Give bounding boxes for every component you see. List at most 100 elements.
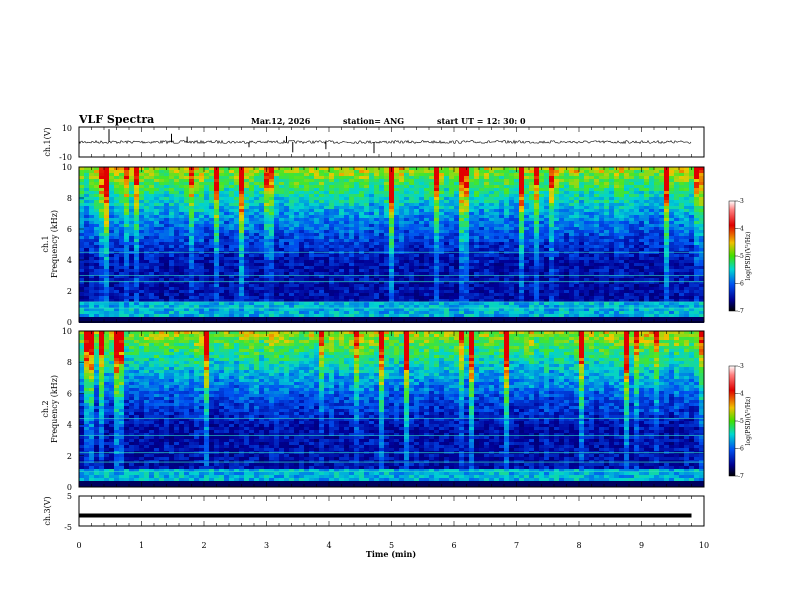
spectrogram-cell [449,203,454,206]
spectrogram-cell [344,218,349,221]
spectrogram-cell [679,257,684,260]
spectrogram-cell [434,194,439,197]
spectrogram-cell [594,269,599,272]
spectrogram-cell [304,266,309,269]
spectrogram-cell [474,275,479,278]
spectrogram-cell [569,194,574,197]
spectrogram-cell [79,269,84,272]
spectrogram-cell [184,245,189,248]
spectrogram-cell [634,197,639,200]
spectrogram-cell [79,239,84,242]
spectrogram-cell [489,242,494,245]
spectrogram-cell [474,263,479,266]
spectrogram-cell [679,224,684,227]
spectrogram-cell [84,218,89,221]
spectrogram-cell [329,206,334,209]
spectrogram-cell [454,227,459,230]
spectrogram-cell [604,176,609,179]
spectrogram-cell [569,209,574,212]
spectrogram-cell [339,197,344,200]
spectrogram-cell [279,176,284,179]
spectrogram-cell [509,227,514,230]
spectrogram-cell [419,206,424,209]
spectrogram-cell [579,242,584,245]
spectrogram-cell [479,209,484,212]
spectrogram-cell [524,182,529,185]
spectrogram-cell [344,185,349,188]
spectrogram-cell [474,188,479,191]
spectrogram-cell [299,206,304,209]
spectrogram-cell [179,227,184,230]
spectrogram-cell [214,233,219,236]
spectrogram-cell [164,239,169,242]
spectrogram-cell [564,215,569,218]
spectrogram-cell [189,221,194,224]
spectrogram-cell [399,263,404,266]
spectrogram-cell [109,260,114,263]
spectrogram-cell [639,173,644,176]
spectrogram-cell [314,227,319,230]
spectrogram-cell [109,266,114,269]
spectrogram-cell [199,257,204,260]
spectrogram-cell [604,236,609,239]
spectrogram-cell [239,182,244,185]
spectrogram-cell [239,275,244,278]
spectrogram-cell [414,182,419,185]
spectrogram-cell [539,236,544,239]
spectrogram-cell [494,188,499,191]
spectrogram-cell [409,281,414,284]
spectrogram-cell [604,212,609,215]
spectrogram-cell [134,167,139,170]
spectrogram-cell [694,278,699,281]
spectrogram-cell [534,212,539,215]
spectrogram-cell [524,227,529,230]
spectrogram-cell [619,248,624,251]
spectrogram-cell [224,281,229,284]
spectrogram-cell [394,224,399,227]
spectrogram-cell [624,260,629,263]
spectrogram-cell [529,260,534,263]
spectrogram-cell [464,230,469,233]
spectrogram-cell [179,191,184,194]
spectrogram-cell [189,209,194,212]
spectrogram-cell [304,173,309,176]
spectrogram-cell [94,221,99,224]
spectrogram-cell [109,281,114,284]
spectrogram-cell [459,215,464,218]
spectrogram-cell [409,176,414,179]
spectrogram-cell [559,197,564,200]
spectrogram-cell [519,167,524,170]
spectrogram-cell [594,227,599,230]
spectrogram-cell [489,248,494,251]
spectrogram-cell [614,206,619,209]
spectrogram-cell [534,221,539,224]
spectrogram-cell [294,170,299,173]
spectrogram-cell [499,254,504,257]
spectrogram-cell [464,263,469,266]
spectrogram-cell [224,176,229,179]
spectrogram-cell [614,218,619,221]
spectrogram-cell [464,233,469,236]
spectrogram-cell [479,239,484,242]
spectrogram-cell [629,263,634,266]
spectrogram-cell [224,209,229,212]
spectrogram-cell [369,200,374,203]
spectrogram-cell [569,185,574,188]
spectrogram-cell [539,245,544,248]
spectrogram-cell [319,263,324,266]
spectrogram-cell [369,263,374,266]
spectrogram-cell [599,221,604,224]
spectrogram-cell [504,194,509,197]
spectrogram-cell [109,215,114,218]
spectrogram-cell [599,236,604,239]
spectrogram-cell [644,221,649,224]
spectrogram-cell [619,221,624,224]
spectrogram-cell [164,170,169,173]
spectrogram-cell [524,200,529,203]
spectrogram-cell [564,272,569,275]
spectrogram-cell [649,221,654,224]
spectrogram-cell [134,224,139,227]
spectrogram-cell [589,224,594,227]
spectrogram-cell [549,176,554,179]
spectrogram-cell [414,230,419,233]
